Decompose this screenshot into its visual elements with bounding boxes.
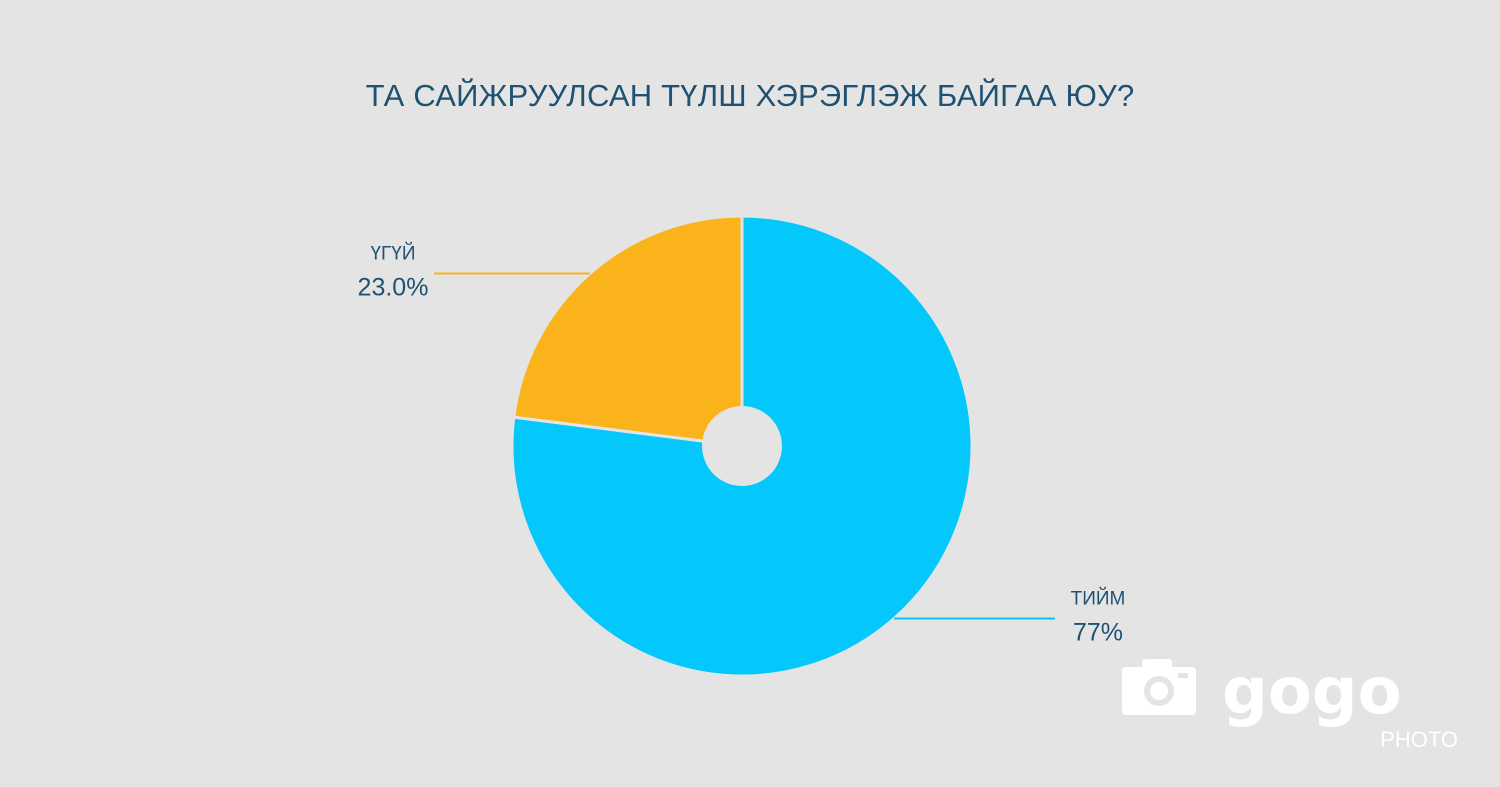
slice-label-2: ҮГҮЙ: [370, 242, 415, 264]
chart-title: ТА САЙЖРУУЛСАН ТҮЛШ ХЭРЭГЛЭЖ БАЙГАА ЮУ?: [365, 78, 1135, 113]
slice-value-2: 23.0%: [358, 273, 429, 301]
pie-labels: ТИЙМ 77% ҮГҮЙ 23.0%: [358, 242, 1126, 646]
camera-icon: [1122, 659, 1196, 715]
gogo-photo-watermark: gogo PHOTO: [1122, 655, 1458, 752]
pie-slice-2: [512, 214, 744, 448]
donut-hole: [702, 406, 782, 486]
watermark-sub: PHOTO: [1380, 727, 1458, 752]
slice-value-1: 77%: [1073, 619, 1123, 647]
slice-label-1: ТИЙМ: [1071, 588, 1126, 610]
watermark-brand: gogo: [1222, 655, 1402, 729]
